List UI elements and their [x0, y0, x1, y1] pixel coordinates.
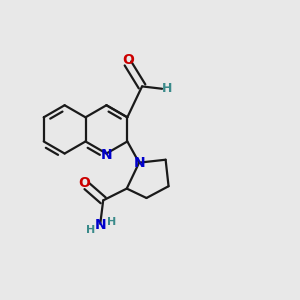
Text: O: O	[122, 53, 134, 67]
Text: N: N	[133, 156, 145, 170]
Text: O: O	[79, 176, 91, 190]
Text: H: H	[162, 82, 172, 95]
Text: N: N	[100, 148, 112, 162]
Text: H: H	[107, 218, 117, 227]
Text: H: H	[86, 225, 95, 235]
Text: N: N	[94, 218, 106, 232]
